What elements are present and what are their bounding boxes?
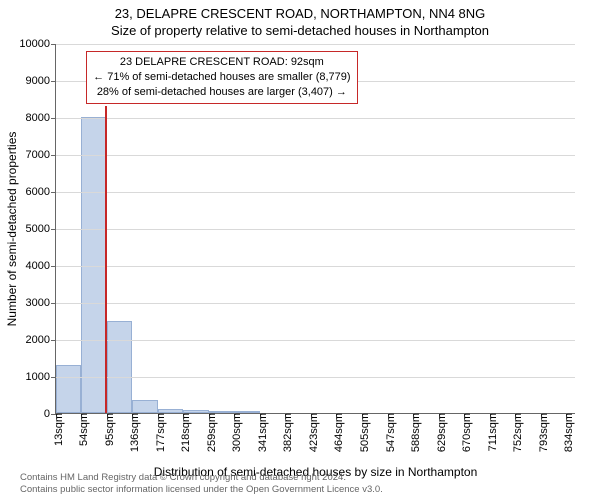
xtick-label: 259sqm [200, 413, 218, 452]
xtick-label: 670sqm [455, 413, 473, 452]
bar [56, 365, 81, 413]
chart: 0100020003000400050006000700080009000100… [55, 44, 575, 414]
xtick-label: 136sqm [123, 413, 141, 452]
bar [81, 117, 106, 413]
chart-title-main: 23, DELAPRE CRESCENT ROAD, NORTHAMPTON, … [0, 0, 600, 21]
xtick-label: 505sqm [353, 413, 371, 452]
gridline [56, 192, 575, 193]
bar [132, 400, 157, 413]
xtick-label: 547sqm [379, 413, 397, 452]
bar [107, 321, 132, 414]
ytick-label: 9000 [26, 75, 56, 87]
xtick-label: 834sqm [557, 413, 575, 452]
xtick-label: 423sqm [302, 413, 320, 452]
xtick-label: 588sqm [404, 413, 422, 452]
footer-line-1: Contains HM Land Registry data © Crown c… [20, 472, 383, 484]
gridline [56, 266, 575, 267]
xtick-label: 793sqm [532, 413, 550, 452]
ytick-label: 1000 [26, 371, 56, 383]
xtick-label: 300sqm [225, 413, 243, 452]
y-axis-label: Number of semi-detached properties [5, 131, 19, 326]
ytick-label: 4000 [26, 260, 56, 272]
footer: Contains HM Land Registry data © Crown c… [20, 472, 383, 496]
gridline [56, 155, 575, 156]
gridline [56, 340, 575, 341]
xtick-label: 341sqm [251, 413, 269, 452]
xtick-label: 218sqm [174, 413, 192, 452]
xtick-label: 13sqm [47, 413, 65, 446]
xtick-label: 464sqm [327, 413, 345, 452]
gridline [56, 229, 575, 230]
annotation-line-3: 28% of semi-detached houses are larger (… [93, 85, 350, 100]
chart-title-sub: Size of property relative to semi-detach… [0, 21, 600, 38]
xtick-label: 177sqm [149, 413, 167, 452]
footer-line-2: Contains public sector information licen… [20, 484, 383, 496]
xtick-label: 382sqm [276, 413, 294, 452]
ytick-label: 8000 [26, 112, 56, 124]
xtick-label: 752sqm [506, 413, 524, 452]
ytick-label: 7000 [26, 149, 56, 161]
plot-area: 0100020003000400050006000700080009000100… [55, 44, 575, 414]
xtick-label: 54sqm [72, 413, 90, 446]
annotation-line-2: ← 71% of semi-detached houses are smalle… [93, 70, 350, 85]
annotation-line-1: 23 DELAPRE CRESCENT ROAD: 92sqm [93, 55, 350, 70]
ytick-label: 2000 [26, 334, 56, 346]
marker-line [105, 106, 107, 413]
ytick-label: 5000 [26, 223, 56, 235]
xtick-label: 95sqm [98, 413, 116, 446]
gridline [56, 303, 575, 304]
ytick-label: 6000 [26, 186, 56, 198]
annotation-box: 23 DELAPRE CRESCENT ROAD: 92sqm ← 71% of… [86, 51, 357, 104]
gridline [56, 44, 575, 45]
xtick-label: 711sqm [481, 413, 499, 451]
ytick-label: 3000 [26, 297, 56, 309]
ytick-label: 10000 [19, 38, 56, 50]
gridline [56, 118, 575, 119]
xtick-label: 629sqm [430, 413, 448, 452]
gridline [56, 377, 575, 378]
